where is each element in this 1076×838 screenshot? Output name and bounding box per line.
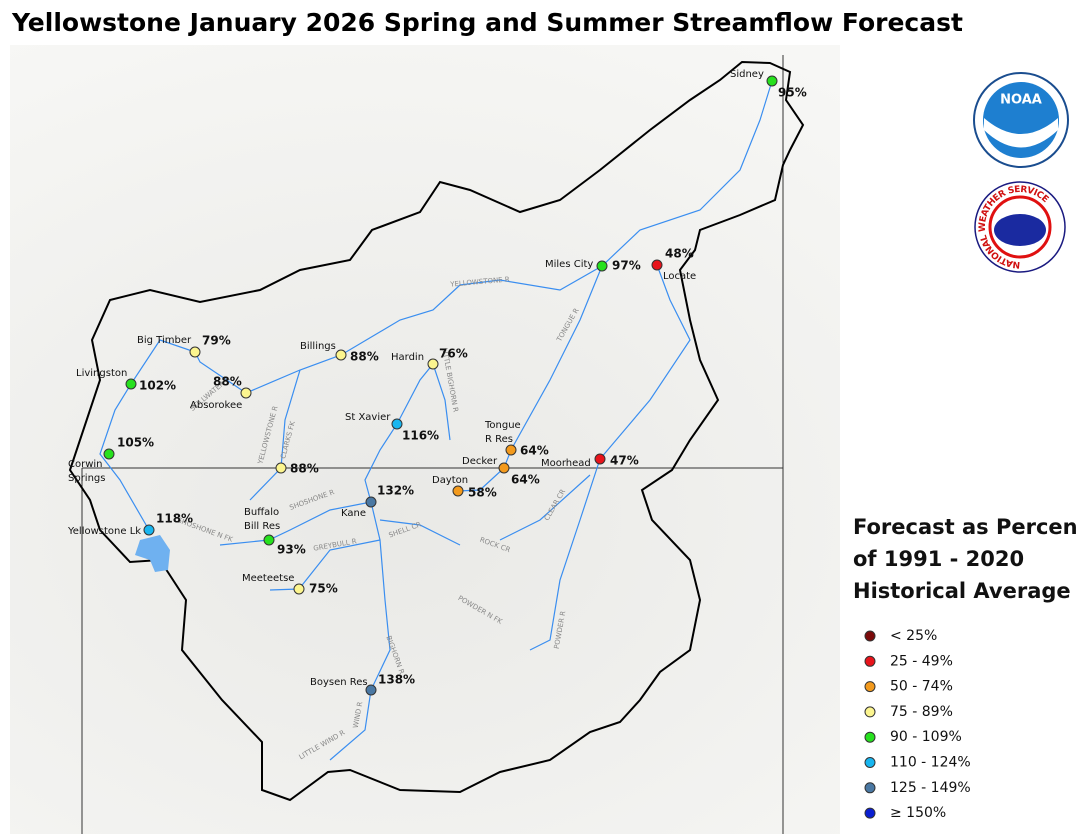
station-percent: 64%	[520, 444, 549, 458]
station	[452, 485, 464, 497]
station	[143, 524, 155, 536]
station-percent: 116%	[402, 429, 439, 443]
station-name: Miles City	[545, 259, 593, 270]
legend: Forecast as Percent of 1991 - 2020 Histori…	[853, 515, 1076, 821]
legend-label: 50 - 74%	[890, 679, 953, 695]
legend-label: 75 - 89%	[890, 704, 953, 720]
station-percent: 138%	[378, 673, 415, 687]
station	[596, 260, 608, 272]
legend-swatch	[864, 782, 876, 794]
legend-swatch	[864, 807, 876, 819]
legend-label: 25 - 49%	[890, 653, 953, 669]
station-percent: 47%	[610, 454, 639, 468]
legend-label: < 25%	[890, 628, 937, 644]
station	[275, 462, 287, 474]
station-name: Moorhead	[541, 458, 591, 469]
station	[365, 496, 377, 508]
legend-label: 125 - 149%	[890, 780, 971, 796]
station	[103, 448, 115, 460]
station	[365, 684, 377, 696]
map-title: Yellowstone January 2026 Spring and Summ…	[11, 8, 963, 37]
station-name: St Xavier	[345, 412, 391, 423]
legend-swatch	[864, 655, 876, 667]
station	[263, 534, 275, 546]
station-name: Kane	[341, 508, 366, 519]
state-lines	[81, 55, 784, 834]
station-name: Locate	[663, 271, 696, 282]
station-percent: 64%	[511, 473, 540, 487]
station-name: Sidney	[730, 69, 764, 80]
station	[651, 259, 663, 271]
legend-title: Historical Average	[853, 579, 1071, 603]
side-panel	[840, 45, 1076, 834]
station-name: Billings	[300, 341, 336, 352]
station-name: Hardin	[391, 352, 424, 363]
station-name: Bill Res	[244, 521, 280, 532]
station-percent: 58%	[468, 486, 497, 500]
station	[427, 358, 439, 370]
legend-title: of 1991 - 2020	[853, 547, 1024, 571]
station-percent: 88%	[213, 375, 242, 389]
station-percent: 75%	[309, 582, 338, 596]
station-percent: 105%	[117, 436, 154, 450]
station	[391, 418, 403, 430]
station	[766, 75, 778, 87]
station-name: Corwin	[68, 459, 103, 470]
legend-label: 110 - 124%	[890, 755, 971, 771]
station-percent: 48%	[665, 247, 694, 261]
station	[498, 462, 510, 474]
station-name: Livingston	[76, 368, 127, 379]
station	[293, 583, 305, 595]
station-name: Decker	[462, 456, 498, 467]
station	[335, 349, 347, 361]
station-percent: 102%	[139, 379, 176, 393]
station-name: Absorokee	[190, 400, 242, 411]
station-percent: 97%	[612, 259, 641, 273]
station-name: Meeteetse	[242, 573, 294, 584]
legend-swatch	[864, 731, 876, 743]
noaa-logo: NOAA	[973, 72, 1069, 168]
station-name: Yellowstone Lk	[67, 526, 141, 537]
legend-label: 90 - 109%	[890, 729, 962, 745]
basin-outline	[68, 60, 805, 802]
station-name: R Res	[485, 434, 513, 445]
station-percent: 88%	[350, 350, 379, 364]
station-percent: 118%	[156, 512, 193, 526]
station-percent: 76%	[439, 347, 468, 361]
noaa-text: NOAA	[1000, 93, 1042, 108]
station-name: Big Timber	[137, 335, 192, 346]
station-name: Tongue	[484, 420, 521, 431]
station	[594, 453, 606, 465]
station	[189, 346, 201, 358]
station-percent: 88%	[290, 462, 319, 476]
station-percent: 95%	[778, 86, 807, 100]
legend-swatch	[864, 706, 876, 718]
legend-swatch	[864, 630, 876, 642]
legend-swatch	[864, 757, 876, 768]
station	[125, 378, 137, 390]
yellowstone-lake	[135, 535, 170, 572]
station-name: Springs	[68, 473, 105, 484]
nws-logo: NATIONAL WEATHER SERVICE	[974, 181, 1066, 273]
legend-swatch	[864, 681, 876, 693]
legend-label: ≥ 150%	[890, 805, 946, 821]
station-percent: 93%	[277, 543, 306, 557]
station-percent: 132%	[377, 484, 414, 498]
legend-title: Forecast as Percent	[853, 515, 1076, 539]
station-name: Buffalo	[244, 507, 279, 518]
station	[240, 387, 252, 399]
station-name: Dayton	[432, 475, 468, 486]
station	[505, 444, 517, 456]
station-name: Boysen Res	[310, 677, 368, 688]
station-percent: 79%	[202, 334, 231, 348]
